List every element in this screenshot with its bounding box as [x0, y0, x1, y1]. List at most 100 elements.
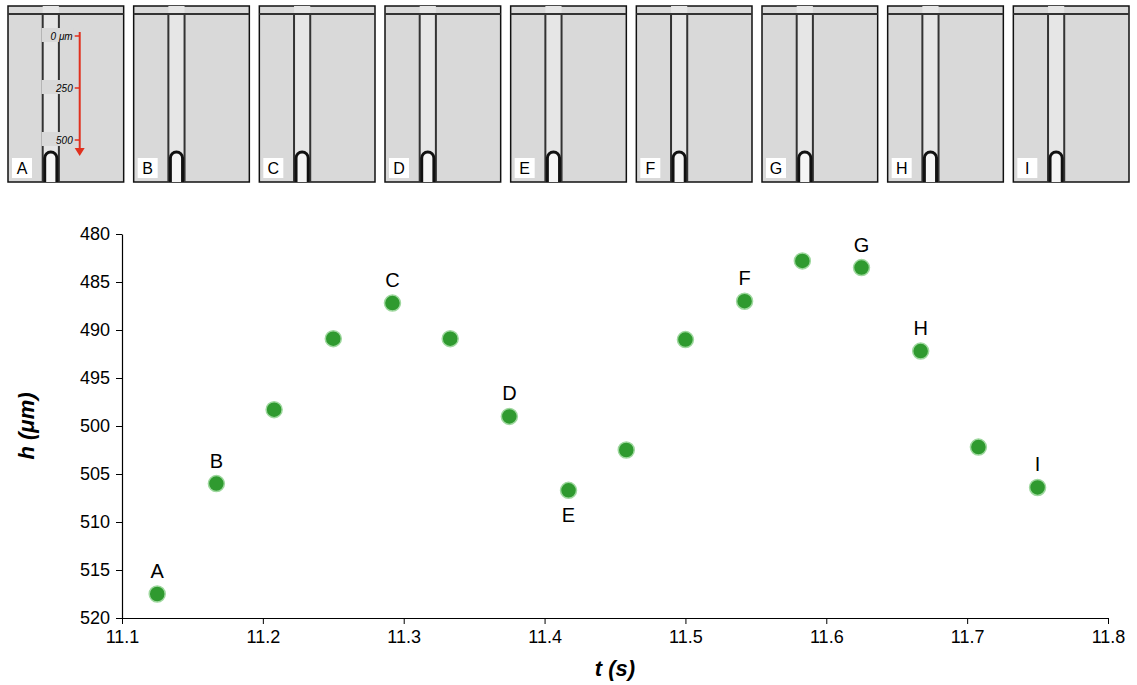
- channel-top: [1013, 13, 1129, 15]
- scale-label: 500: [56, 135, 73, 146]
- data-point: [266, 402, 282, 418]
- x-tick: 11.4: [528, 618, 562, 647]
- x-axis-title: t (s): [595, 656, 635, 681]
- scale-tick: [75, 87, 80, 89]
- data-point: [677, 332, 693, 348]
- data-point: [208, 476, 224, 492]
- channel-top: [762, 13, 878, 15]
- letter-patch: [12, 158, 32, 178]
- x-tick-mark: [404, 618, 405, 624]
- x-tick-mark: [122, 618, 123, 624]
- x-tick-mark: [545, 618, 546, 624]
- meniscus: [673, 152, 685, 182]
- panel-letter: F: [645, 160, 655, 177]
- point-label: E: [562, 504, 575, 526]
- panel-frame: [385, 6, 501, 182]
- y-tick: 485: [80, 272, 122, 292]
- channel-top: [888, 13, 1004, 15]
- scale-label: 250: [55, 83, 73, 94]
- meniscus: [296, 152, 308, 182]
- y-axis: 480 485 490 495 500 505 510 515 520: [80, 224, 123, 628]
- point-label: I: [1035, 453, 1041, 475]
- x-tick-label: 11.6: [810, 627, 844, 647]
- panel-letter: G: [770, 160, 782, 177]
- panel: A0 μm250500: [8, 6, 124, 182]
- meniscus: [422, 152, 434, 182]
- channel-top: [636, 13, 752, 15]
- y-tick: 520: [80, 608, 122, 628]
- letter-patch: [892, 158, 912, 178]
- x-tick: 11.3: [387, 618, 421, 647]
- panel: I: [1013, 6, 1129, 182]
- panel-letter: D: [393, 160, 405, 177]
- y-tick-label: 510: [80, 512, 110, 532]
- point-label: D: [502, 382, 516, 404]
- y-tick-label: 500: [80, 416, 110, 436]
- panel-frame: [762, 6, 878, 182]
- y-tick: 510: [80, 512, 122, 532]
- x-tick: 11.8: [1092, 618, 1126, 647]
- y-tick: 480: [80, 224, 122, 244]
- panel-letter: H: [896, 160, 908, 177]
- channel: [294, 6, 310, 182]
- channel: [168, 6, 184, 182]
- y-tick-mark: [116, 522, 122, 523]
- scale-tick: [75, 139, 80, 141]
- x-axis: 11.111.211.311.411.511.611.711.8: [106, 618, 1126, 647]
- scale-label-patch: [42, 80, 74, 94]
- data-point: [618, 442, 634, 458]
- data-point: [325, 331, 341, 347]
- data-point: [913, 343, 929, 359]
- channel: [420, 6, 436, 182]
- point-label: G: [854, 234, 870, 256]
- channel-top: [134, 13, 250, 15]
- y-tick-mark: [116, 426, 122, 427]
- x-tick-mark: [263, 618, 264, 624]
- point-label: C: [385, 269, 399, 291]
- panel: E: [511, 6, 627, 182]
- data-point: [737, 293, 753, 309]
- channel-top: [511, 13, 627, 15]
- x-tick-label: 11.2: [247, 627, 281, 647]
- meniscus: [799, 152, 811, 182]
- data-point: [854, 260, 870, 276]
- y-tick-mark: [116, 474, 122, 475]
- channel: [922, 6, 938, 182]
- y-axis-title: h (μm): [14, 392, 39, 459]
- y-tick-mark: [116, 570, 122, 571]
- scale-label: 0 μm: [51, 31, 73, 42]
- data-point: [561, 482, 577, 498]
- scale-label-patch: [42, 28, 74, 42]
- y-tick: 495: [80, 368, 122, 388]
- y-tick-label: 505: [80, 464, 110, 484]
- x-tick-label: 11.8: [1092, 627, 1126, 647]
- channel-top: [8, 13, 124, 15]
- meniscus: [547, 152, 559, 182]
- y-tick-label: 490: [80, 320, 110, 340]
- letter-patch: [263, 158, 283, 178]
- letter-patch: [138, 158, 158, 178]
- point-labels: ABCDEFGHI: [151, 234, 1041, 582]
- points: [149, 253, 1045, 602]
- panel-letter: E: [519, 160, 530, 177]
- panel-frame: [511, 6, 627, 182]
- panel: F: [636, 6, 752, 182]
- x-tick-label: 11.7: [951, 627, 985, 647]
- y-tick-label: 495: [80, 368, 110, 388]
- y-tick-label: 515: [80, 560, 110, 580]
- x-axis-line: [123, 618, 1109, 619]
- panel-frame: [1013, 6, 1129, 182]
- panel-frame: [8, 6, 124, 182]
- x-tick-mark: [1108, 618, 1109, 624]
- y-tick-mark: [116, 378, 122, 379]
- panel-frame: [636, 6, 752, 182]
- panel: G: [762, 6, 878, 182]
- panel-letter: I: [1025, 160, 1029, 177]
- y-tick-mark: [116, 618, 122, 619]
- data-point: [442, 331, 458, 347]
- y-axis-line: [122, 235, 123, 619]
- x-tick: 11.6: [810, 618, 844, 647]
- x-tick-label: 11.3: [387, 627, 421, 647]
- y-tick-mark: [116, 282, 122, 283]
- meniscus: [170, 152, 182, 182]
